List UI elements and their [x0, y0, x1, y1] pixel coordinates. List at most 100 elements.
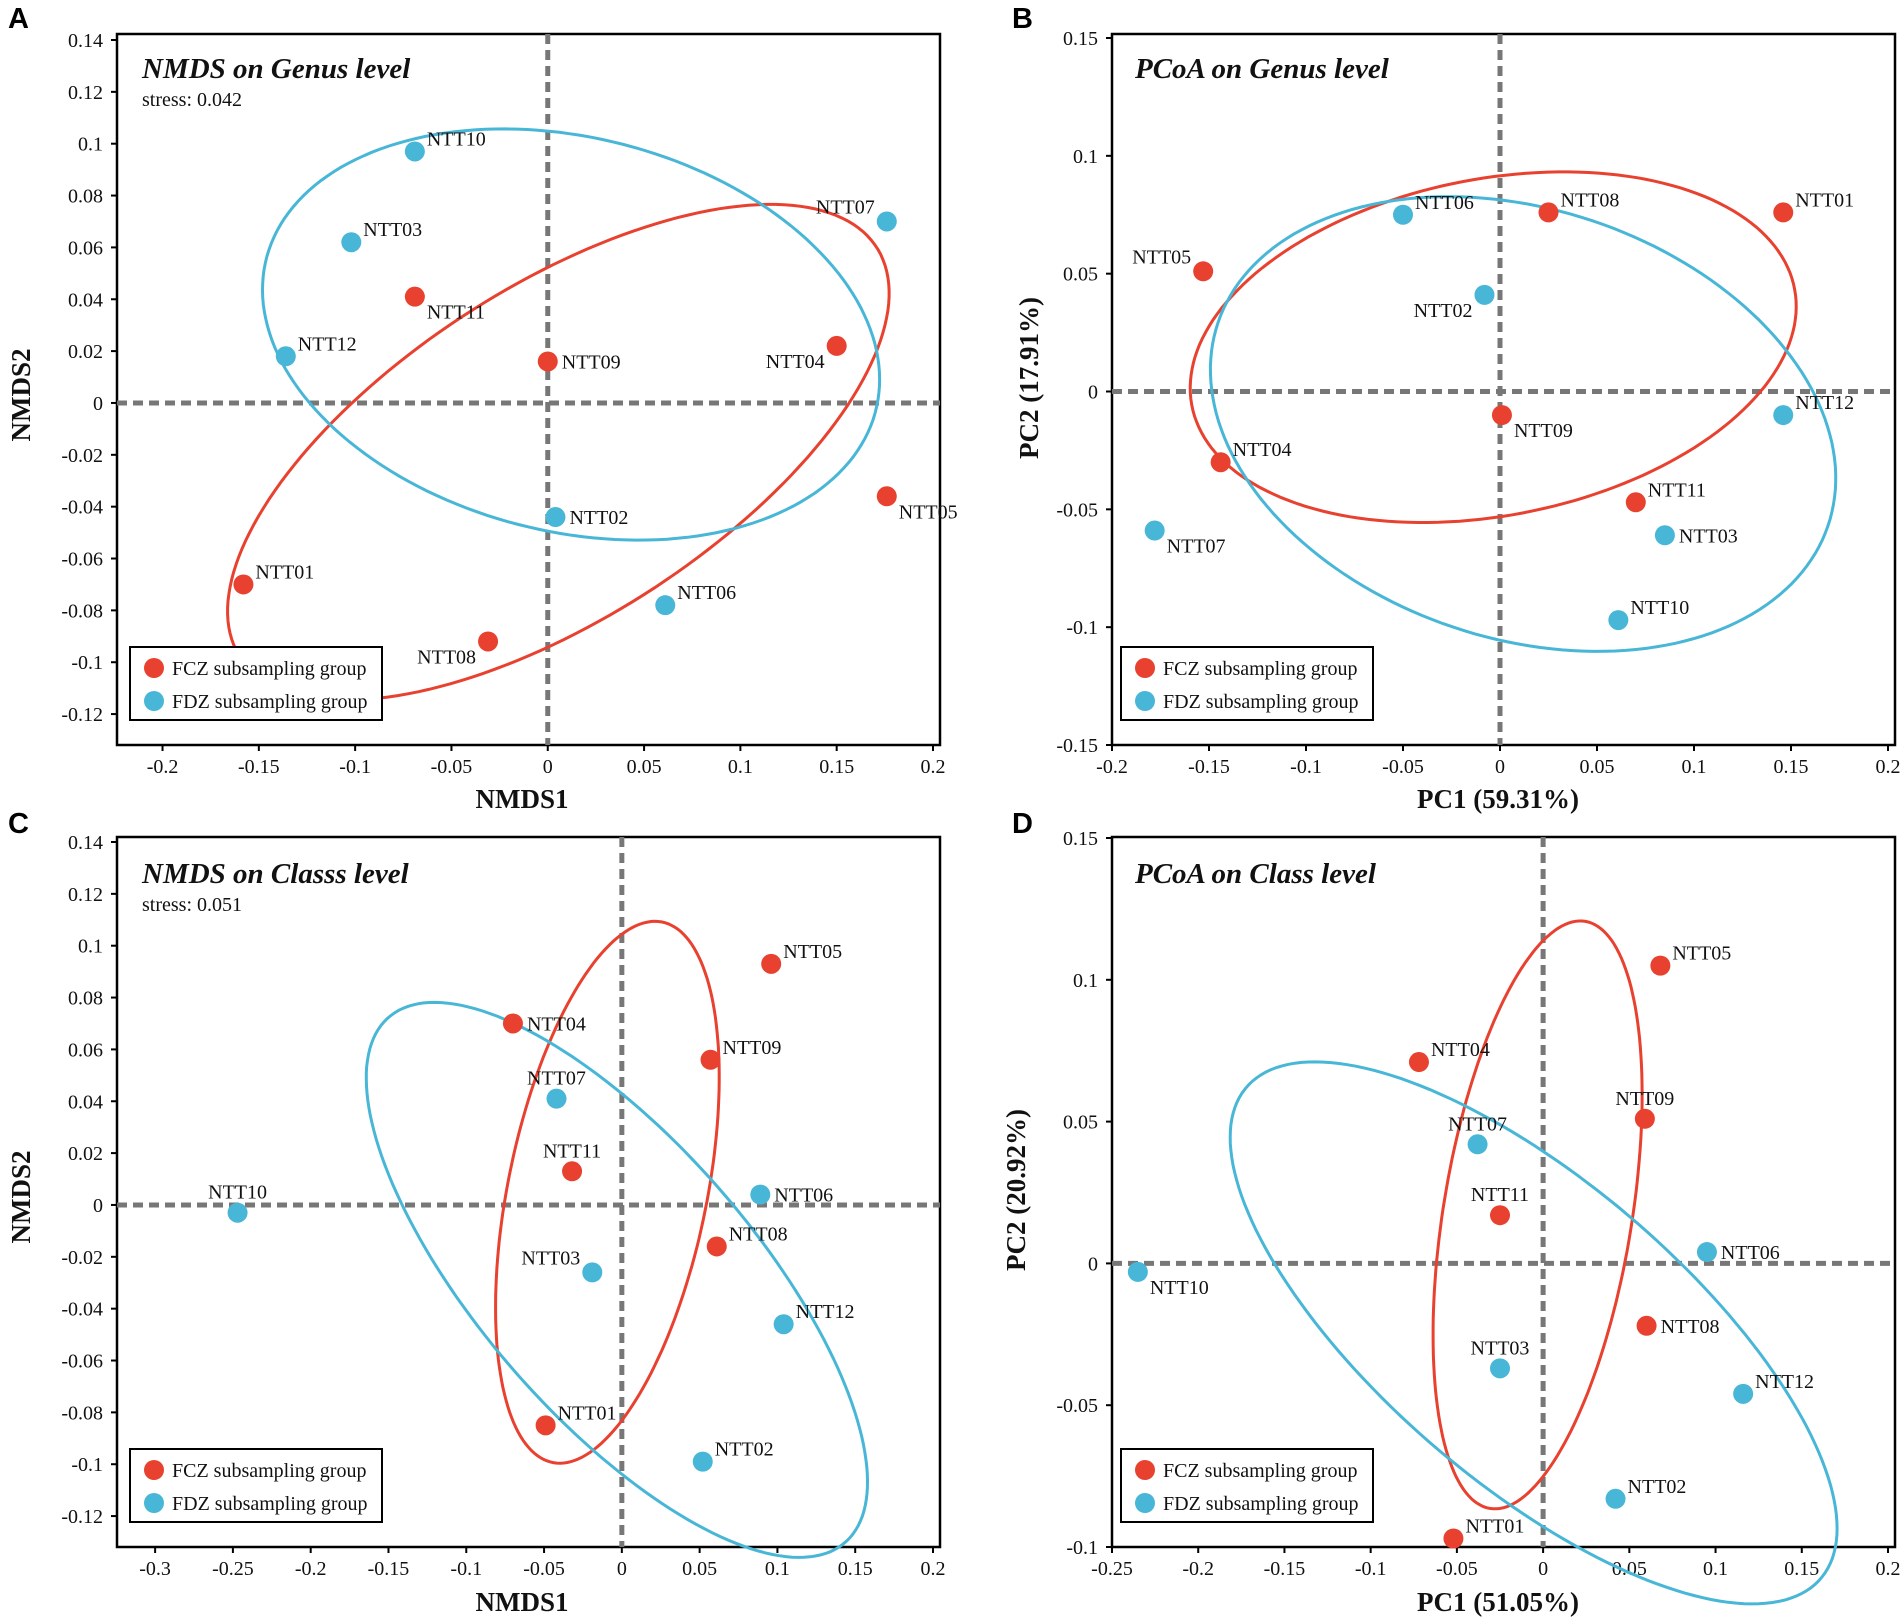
- x-tick-label: 0.15: [1774, 756, 1809, 778]
- legend-label-fdz: FDZ subsampling group: [1163, 1493, 1359, 1515]
- sample-point-ntt08: [1636, 1315, 1657, 1336]
- panel-d-pcoa-class: D -0.25 -0.2 -0.15 -0.1 -0.05 0 0.05 0.1 0.15 0.2…: [1001, 808, 1901, 1617]
- x-tick-label: 0.15: [838, 1558, 873, 1580]
- sample-point-ntt09: [1491, 405, 1512, 426]
- x-axis-title: PC1 (59.31%): [1417, 784, 1579, 814]
- y-tick-label: -0.12: [61, 704, 103, 726]
- legend-box: [1120, 646, 1374, 721]
- legend-marker-fdz: [1135, 691, 1155, 711]
- legend-box: [129, 646, 383, 721]
- x-tick-label: 0.2: [921, 756, 946, 778]
- sample-point-ntt11: [1490, 1205, 1510, 1226]
- x-axis-title: PC1 (51.05%): [1417, 1587, 1579, 1617]
- y-tick-label: 0.12: [68, 82, 103, 104]
- sample-point-ntt07: [1144, 520, 1165, 541]
- sample-point-ntt06: [1696, 1242, 1717, 1263]
- sample-label-ntt05: NTT05: [783, 941, 842, 963]
- x-tick-label: 0: [1495, 756, 1505, 778]
- sample-point-ntt12: [1773, 405, 1794, 426]
- legend-marker-fdz: [144, 691, 164, 711]
- x-tick-label: -0.05: [1436, 1558, 1478, 1580]
- y-tick-label: -0.06: [61, 549, 103, 571]
- sample-label-ntt07: NTT07: [1448, 1113, 1507, 1135]
- sample-label-ntt12: NTT12: [1795, 392, 1854, 414]
- x-tick-label: -0.3: [139, 1558, 171, 1580]
- x-tick-label: -0.25: [1091, 1558, 1133, 1580]
- x-tick-label: -0.25: [212, 1558, 254, 1580]
- panel-c-nmds-class: C -0.3 -0.25 -0.2 -0.15 -0.1 -0.05 0 0.05 0.1 0.1…: [6, 808, 946, 1617]
- x-tick-label: 0.1: [728, 756, 753, 778]
- sample-label-ntt09: NTT09: [1514, 420, 1573, 442]
- legend-label-fdz: FDZ subsampling group: [172, 691, 368, 713]
- legend-label-fcz: FCZ subsampling group: [172, 658, 366, 680]
- panel-letter-c: C: [8, 808, 29, 840]
- sample-point-ntt12: [773, 1314, 794, 1335]
- panel-letter-a: A: [8, 3, 29, 35]
- y-tick-label: -0.08: [61, 600, 103, 622]
- x-tick-label: 0.2: [1876, 1558, 1901, 1580]
- y-tick-label: -0.08: [61, 1402, 103, 1424]
- y-tick-label: 0.15: [1063, 828, 1098, 850]
- sample-point-ntt08: [706, 1236, 727, 1257]
- y-tick-label: 0.1: [78, 134, 103, 156]
- y-tick-label: 0.04: [68, 289, 103, 311]
- y-tick-label: 0.05: [1063, 1112, 1098, 1134]
- y-tick-label: 0.02: [68, 1143, 103, 1165]
- ellipse-fcz: [226, 202, 891, 702]
- sample-label-ntt04: NTT04: [1431, 1039, 1490, 1061]
- x-tick-label: -0.2: [147, 756, 179, 778]
- sample-label-ntt11: NTT11: [427, 302, 485, 324]
- sample-point-ntt05: [761, 953, 782, 974]
- sample-label-ntt10: NTT10: [427, 128, 486, 150]
- y-tick-label: -0.05: [1056, 499, 1098, 521]
- sample-label-ntt10: NTT10: [208, 1182, 267, 1204]
- sample-label-ntt12: NTT12: [1755, 1371, 1814, 1393]
- x-tick-label: 0: [1538, 1558, 1548, 1580]
- plot-frame: [1110, 835, 1897, 1549]
- sample-point-ntt08: [1538, 202, 1559, 223]
- legend: FCZ subsampling group FDZ subsampling gr…: [129, 646, 383, 721]
- sample-point-ntt05: [1650, 955, 1671, 976]
- sample-point-ntt04: [1408, 1052, 1429, 1073]
- y-axis-title: NMDS2: [6, 349, 36, 442]
- sample-label-ntt03: NTT03: [1471, 1337, 1530, 1359]
- sample-point-ntt04: [1210, 452, 1231, 473]
- x-tick-label: -0.05: [1382, 756, 1424, 778]
- y-tick-label: 0: [1088, 382, 1098, 404]
- legend-marker-fcz: [144, 1460, 164, 1480]
- legend-marker-fdz: [144, 1493, 164, 1513]
- ellipse-fdz: [1228, 1060, 1839, 1606]
- x-tick-label: 0: [543, 756, 553, 778]
- x-tick-label: -0.05: [523, 1558, 565, 1580]
- x-tick-label: 0.05: [1612, 1558, 1647, 1580]
- y-tick-label: 0.14: [68, 832, 103, 854]
- legend-label-fcz: FCZ subsampling group: [172, 1460, 366, 1482]
- plot-frame: [115, 32, 942, 747]
- sample-label-ntt06: NTT06: [1721, 1242, 1780, 1264]
- y-tick-label: 0.14: [68, 30, 103, 52]
- y-tick-label: -0.05: [1056, 1395, 1098, 1417]
- y-tick-label: -0.06: [61, 1351, 103, 1373]
- x-tick-label: 0.2: [1876, 756, 1901, 778]
- x-tick-label: -0.1: [450, 1558, 482, 1580]
- sample-point-ntt11: [404, 286, 425, 307]
- sample-point-ntt01: [535, 1415, 556, 1436]
- sample-label-ntt04: NTT04: [527, 1013, 586, 1035]
- x-tick-label: -0.05: [431, 756, 473, 778]
- y-tick-label: -0.12: [61, 1506, 103, 1528]
- x-tick-label: -0.15: [368, 1558, 410, 1580]
- y-tick-label: -0.1: [1066, 1537, 1098, 1559]
- y-tick-label: -0.04: [61, 497, 103, 519]
- sample-label-ntt04: NTT04: [766, 351, 825, 373]
- sample-point-ntt03: [1490, 1358, 1510, 1379]
- sample-point-ntt02: [692, 1451, 713, 1472]
- x-tick-label: -0.1: [1290, 756, 1322, 778]
- y-tick-label: -0.04: [61, 1299, 103, 1321]
- sample-label-ntt10: NTT10: [1630, 597, 1689, 619]
- panel-letter-d: D: [1012, 808, 1033, 840]
- sample-point-ntt02: [1605, 1488, 1626, 1509]
- x-tick-label: 0.15: [819, 756, 854, 778]
- sample-point-ntt04: [502, 1013, 523, 1034]
- legend-marker-fcz: [144, 658, 164, 678]
- sample-point-ntt06: [750, 1184, 771, 1205]
